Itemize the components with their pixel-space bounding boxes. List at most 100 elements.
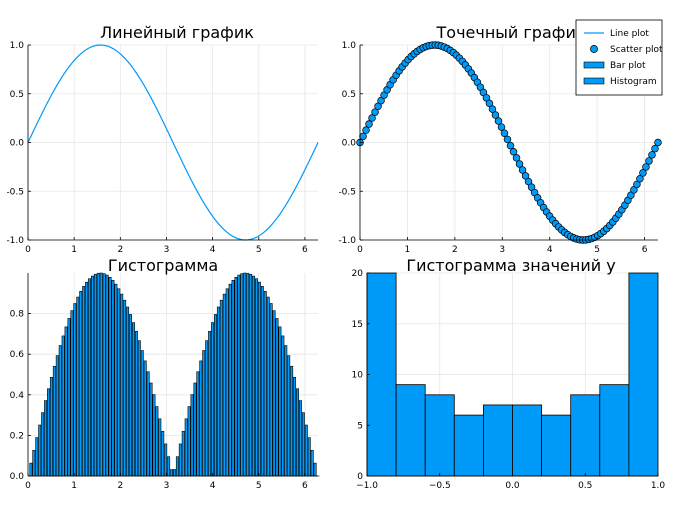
bar xyxy=(64,326,68,477)
bar xyxy=(181,430,185,477)
bar xyxy=(70,310,74,477)
bar xyxy=(158,418,162,477)
scatter-point xyxy=(494,117,503,125)
bar xyxy=(214,314,217,477)
bar xyxy=(90,275,94,477)
bar xyxy=(304,424,308,477)
bar xyxy=(175,456,179,477)
bar xyxy=(240,273,244,477)
histogram-bar xyxy=(512,404,543,477)
bar xyxy=(108,277,112,477)
bar xyxy=(93,273,97,477)
bar xyxy=(266,296,270,477)
scatter-point xyxy=(359,132,367,141)
bar xyxy=(246,272,250,477)
x-tick-label: 3 xyxy=(164,481,170,491)
y-tick-label: 1.0 xyxy=(10,41,25,51)
scatter-point xyxy=(488,105,497,113)
histogram-bar xyxy=(570,394,601,477)
bar xyxy=(131,322,135,477)
y-tick-label: -0.5 xyxy=(338,187,356,197)
legend-label: Histogram xyxy=(610,77,657,87)
x-tick-label: 6 xyxy=(302,245,308,255)
scatter-point xyxy=(368,114,376,122)
x-tick-label: 4 xyxy=(210,245,216,255)
bar xyxy=(228,283,232,477)
x-tick-label: 0 xyxy=(25,245,31,255)
scatter-point xyxy=(491,111,500,119)
x-tick-label: 6 xyxy=(642,245,648,255)
bar xyxy=(205,340,209,477)
bar xyxy=(281,335,285,477)
bar xyxy=(47,388,50,477)
line-series xyxy=(27,44,319,241)
scatter-point xyxy=(639,169,647,177)
histogram-bar xyxy=(366,272,397,477)
series xyxy=(366,272,659,477)
y-tick-label: -0.5 xyxy=(6,187,24,197)
bar xyxy=(263,291,267,477)
bar xyxy=(301,412,305,477)
bar xyxy=(216,306,220,477)
bar xyxy=(249,273,253,477)
bar xyxy=(38,424,42,477)
bar xyxy=(137,340,141,477)
bar xyxy=(257,281,261,477)
scatter-point xyxy=(515,160,524,168)
series xyxy=(27,44,319,241)
bar xyxy=(208,331,212,477)
bar xyxy=(99,272,103,477)
bar xyxy=(67,318,71,477)
y-tick-label: 0.5 xyxy=(342,90,356,100)
x-tick-label: 2 xyxy=(452,245,458,255)
y-tick-label: 10 xyxy=(352,371,364,381)
bar xyxy=(231,280,235,477)
bar xyxy=(32,450,36,477)
bar xyxy=(73,303,77,477)
bar xyxy=(88,278,91,477)
histogram-bar xyxy=(395,384,426,477)
bar xyxy=(222,293,226,477)
x-tick-label: 4 xyxy=(547,245,553,255)
y-tick-label: 1.0 xyxy=(342,41,357,51)
chart-title: Линейный график xyxy=(100,23,254,42)
bar xyxy=(243,272,247,477)
bar xyxy=(313,462,317,477)
bar xyxy=(225,288,229,477)
scatter-point xyxy=(485,99,494,108)
x-tick-label: 5 xyxy=(256,245,262,255)
histogram-bar xyxy=(453,414,484,477)
y-tick-label: 0.6 xyxy=(10,350,25,360)
bar xyxy=(149,382,153,477)
y-tick-label: 0.5 xyxy=(10,90,24,100)
bar xyxy=(49,377,53,477)
legend-label: Line plot xyxy=(610,29,649,39)
bar xyxy=(310,450,314,477)
bar xyxy=(85,281,89,477)
histogram-bar xyxy=(482,404,513,477)
bar xyxy=(278,326,282,477)
bar xyxy=(82,286,86,477)
x-tick-label: −0.5 xyxy=(429,481,451,491)
legend: Line plot Scatter plot Bar plot Histogram xyxy=(575,19,663,96)
y-tick-label: 0.0 xyxy=(10,139,25,149)
histogram-bar xyxy=(541,414,572,477)
x-tick-label: 3 xyxy=(499,245,505,255)
bar xyxy=(79,291,83,477)
bar xyxy=(196,371,200,477)
x-tick-label: −1.0 xyxy=(356,481,378,491)
scatter-point xyxy=(521,172,530,180)
scatter-point xyxy=(642,163,650,171)
bar xyxy=(187,406,191,477)
bar xyxy=(111,280,115,477)
scatter-point xyxy=(636,174,644,183)
bar xyxy=(190,394,194,477)
scatter-point xyxy=(500,129,509,137)
bar xyxy=(284,345,288,477)
y-tick-label: 20 xyxy=(352,269,364,279)
x-tick-label: 5 xyxy=(594,245,600,255)
bar xyxy=(287,355,291,477)
bar xyxy=(199,360,203,477)
bar xyxy=(172,469,176,477)
